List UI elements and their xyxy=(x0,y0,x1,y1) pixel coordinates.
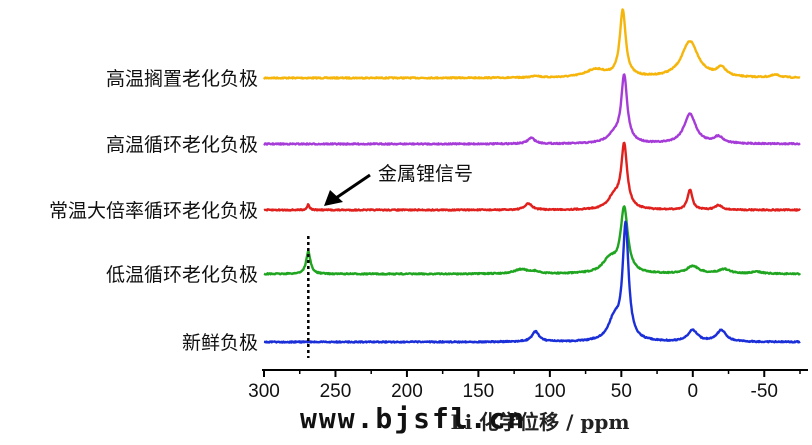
series-lines xyxy=(262,8,802,344)
x-tick-label: 0 xyxy=(688,381,699,402)
series-label-1: 高温搁置老化负极 xyxy=(106,68,258,90)
series-line-1 xyxy=(262,8,801,80)
x-tick-label: 50 xyxy=(611,381,632,402)
x-tick-label: 200 xyxy=(391,381,423,402)
annotation-arrow xyxy=(335,173,371,200)
series-label-4: 低温循环老化负极 xyxy=(106,264,258,286)
series-label-2: 高温循环老化负极 xyxy=(106,134,258,156)
x-ticks: 300 250 200 150 100 50 0 -50 xyxy=(248,370,801,402)
watermark: www.bjsfl.cn xyxy=(300,402,526,435)
series-label-5: 新鲜负极 xyxy=(182,332,258,354)
series-line-3 xyxy=(263,141,801,212)
series-line-5 xyxy=(263,220,801,344)
x-axis-label: Li 化学位移 / ppm xyxy=(451,410,630,434)
series-line-2 xyxy=(263,73,801,146)
x-tick-label: 150 xyxy=(463,381,495,402)
annotation-label: 金属锂信号 xyxy=(378,163,473,185)
x-tick-label: -50 xyxy=(751,381,778,402)
series-label-3: 常温大倍率循环老化负极 xyxy=(49,200,258,222)
x-tick-label: 100 xyxy=(534,381,566,402)
x-tick-label: 300 xyxy=(248,381,280,402)
series-line-4 xyxy=(263,205,802,276)
x-tick-label: 250 xyxy=(320,381,352,402)
annotation-arrowhead xyxy=(324,190,343,206)
